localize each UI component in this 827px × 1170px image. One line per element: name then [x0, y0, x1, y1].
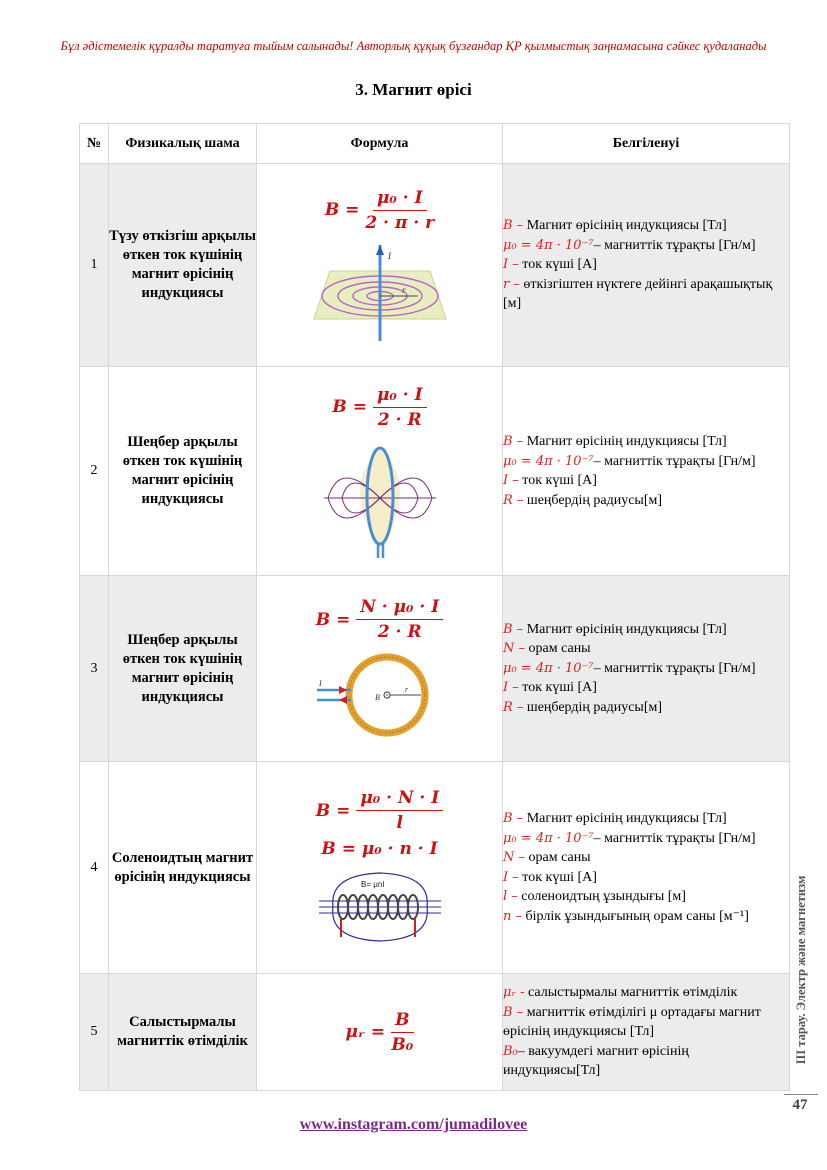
formula-cell: μᵣ = B B₀ — [256, 973, 503, 1091]
notation-line: μ₀ = 4π · 10⁻⁷– магниттік тұрақты [Гн/м] — [503, 237, 756, 253]
table-row: 4 Соленоидтың магнит өрісінің индукциясы… — [79, 761, 790, 974]
svg-text:B: B — [375, 693, 380, 702]
quantity-name: Соленоидтың магнит өрісінің индукциясы — [108, 761, 257, 974]
page-number: 47 — [792, 1097, 808, 1113]
svg-text:r: r — [402, 285, 406, 295]
quantity-name: Салыстырмалы магниттік өтімділік — [108, 973, 257, 1091]
circular-loop-field-figure — [319, 437, 440, 558]
copyright-warning: Бұл әдістемелік құралды таратуға тыйым с… — [60, 39, 767, 53]
svg-text:r: r — [405, 685, 409, 694]
notation-line: B₀– вакуумдегі магнит өрісінің индукцияс… — [503, 1043, 689, 1079]
page-number-divider — [784, 1094, 818, 1095]
notation-line: μ₀ = 4π · 10⁻⁷– магниттік тұрақты [Гн/м] — [503, 453, 756, 469]
header-formula: Формула — [256, 123, 503, 164]
notation-line: R – шеңбердің радиусы[м] — [503, 699, 663, 715]
notation-line: B – Магнит өрісінің индукциясы [Тл] — [503, 218, 727, 234]
coil-field-figure: I B r — [316, 650, 443, 740]
notation-line: B – Магнит өрісінің индукциясы [Тл] — [503, 434, 727, 449]
row-number: 2 — [79, 366, 109, 576]
notation-cell: μᵣ - салыстырмалы магниттік өтімділік B … — [502, 973, 790, 1091]
formula-table: № Физикалық шама Формула Белгіленуі 1 Тү… — [79, 123, 790, 1091]
quantity-name: Түзу өткізгіш арқылы өткен ток күшінің м… — [108, 163, 257, 367]
table-row: 5 Салыстырмалы магниттік өтімділік μᵣ = … — [79, 973, 790, 1091]
formula-solenoid-density: B = μ₀ · n · I — [321, 839, 438, 859]
notation-line: I – ток күші [А] — [503, 869, 597, 885]
notation-line: I – ток күші [А] — [503, 257, 597, 273]
header-notation: Белгіленуі — [502, 123, 790, 164]
notation-line: N – орам саны — [503, 850, 591, 865]
notation-line: l – соленоидтың ұзындығы [м] — [503, 889, 686, 904]
notation-line: B – Магнит өрісінің индукциясы [Тл] — [503, 811, 727, 826]
notation-cell: B – Магнит өрісінің индукциясы [Тл] N – … — [502, 575, 790, 762]
notation-line: μᵣ - салыстырмалы магниттік өтімділік — [503, 985, 738, 1001]
notation-line: r – өткізгіштен нүктеге дейінгі арақашық… — [503, 276, 773, 312]
header-number: № — [79, 123, 109, 164]
notation-line: μ₀ = 4π · 10⁻⁷– магниттік тұрақты [Гн/м] — [503, 830, 756, 846]
notation-cell: B – Магнит өрісінің индукциясы [Тл] μ₀ =… — [502, 163, 790, 367]
quantity-name: Шеңбер арқылы өткен ток күшінің магнит ө… — [108, 366, 257, 576]
notation-cell: B – Магнит өрісінің индукциясы [Тл] μ₀ =… — [502, 366, 790, 576]
notation-line: R – шеңбердің радиусы[м] — [503, 492, 663, 508]
header-quantity: Физикалық шама — [108, 123, 257, 164]
formula-relative-permeability: μᵣ = B B₀ — [345, 1009, 414, 1055]
row-number: 1 — [79, 163, 109, 367]
svg-text:I: I — [387, 251, 392, 261]
table-row: 2 Шеңбер арқылы өткен ток күшінің магнит… — [79, 366, 790, 576]
quantity-name: Шеңбер арқылы өткен ток күшінің магнит ө… — [108, 575, 257, 762]
notation-line: n – бірлік ұзындығының орам саны [м⁻¹] — [503, 908, 749, 924]
page-title: 3. Магнит өрісі — [355, 80, 472, 99]
table-row: 3 Шеңбер арқылы өткен ток күшінің магнит… — [79, 575, 790, 762]
notation-line: N – орам саны — [503, 641, 591, 657]
table-row: 1 Түзу өткізгіш арқылы өткен ток күшінің… — [79, 163, 790, 367]
instagram-link[interactable]: www.instagram.com/jumadilovee — [299, 1116, 528, 1133]
chapter-title: ІІІ тарау. Электр және магнетизм — [794, 875, 808, 1065]
svg-text:B= μnI: B= μnI — [361, 880, 385, 889]
notation-line: B – магниттік өтімділігі μ ортадағы магн… — [503, 1004, 761, 1040]
footer: www.instagram.com/jumadilovee — [0, 1116, 827, 1134]
row-number: 3 — [79, 575, 109, 762]
notation-cell: B – Магнит өрісінің индукциясы [Тл] μ₀ =… — [502, 761, 790, 974]
notation-line: μ₀ = 4π · 10⁻⁷– магниттік тұрақты [Гн/м] — [503, 660, 756, 676]
solenoid-field-figure: B= μnI — [318, 867, 441, 947]
notation-line: I – ток күші [А] — [503, 473, 597, 488]
chapter-sidebar: ІІІ тарау. Электр және магнетизм — [787, 852, 815, 1088]
notation-line: B – Магнит өрісінің индукциясы [Тл] — [503, 621, 727, 637]
svg-text:I: I — [318, 679, 322, 688]
row-number: 4 — [79, 761, 109, 974]
straight-wire-field-figure: I r — [303, 240, 456, 343]
notation-line: I – ток күші [А] — [503, 680, 597, 696]
row-number: 5 — [79, 973, 109, 1091]
